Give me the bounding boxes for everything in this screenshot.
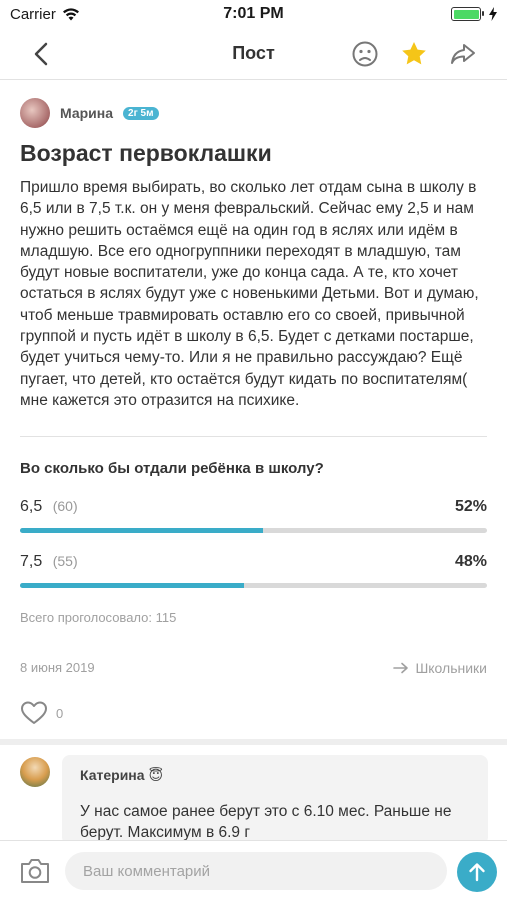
poll-option-percent: 48%: [454, 553, 487, 570]
category-label: Школьники: [415, 660, 487, 676]
page-title: Пост: [232, 43, 275, 63]
wifi-icon: [62, 7, 79, 20]
star-icon[interactable]: [399, 39, 429, 69]
post-title: Возраст первоклашки: [20, 140, 272, 166]
share-icon[interactable]: [448, 39, 478, 69]
comment-text: У нас самое ранее берут это с 6.10 мес. …: [80, 803, 452, 841]
heart-icon[interactable]: [20, 700, 48, 726]
comment-composer: [0, 840, 507, 900]
post-date: 8 июня 2019: [20, 660, 95, 675]
author-name[interactable]: Марина: [60, 105, 114, 121]
send-button[interactable]: [457, 852, 497, 892]
comment-input[interactable]: [65, 852, 447, 890]
battery-icon: [451, 7, 484, 21]
divider: [20, 436, 487, 437]
poll-bar-fill: [20, 528, 263, 533]
carrier-label: Carrier: [10, 5, 56, 23]
arrow-right-icon: [393, 662, 409, 674]
comment-author-name: Катерина: [80, 767, 145, 783]
poll-question: Во сколько бы отдали ребёнка в школу?: [20, 460, 324, 477]
commenter-avatar[interactable]: [20, 757, 50, 787]
poll-bar-track: [20, 528, 487, 533]
comment-bubble[interactable]: Катерина 😇 У нас самое ранее берут это с…: [62, 755, 488, 845]
like-count: 0: [56, 705, 64, 721]
arrow-up-icon: [469, 863, 485, 882]
poll-option[interactable]: 6,5 (60) 52%: [20, 498, 487, 533]
poll-option-label: 6,5: [20, 498, 43, 515]
status-bar: Carrier 7:01 PM: [0, 0, 507, 28]
post-body: Пришло время выбирать, во сколько лет от…: [20, 179, 479, 409]
author-avatar[interactable]: [20, 98, 50, 128]
poll-option-count: (60): [52, 498, 78, 514]
like-row: 0: [20, 700, 63, 726]
poll-option[interactable]: 7,5 (55) 48%: [20, 553, 487, 588]
poll-bar-fill: [20, 583, 245, 588]
post-author[interactable]: Марина 2г 5м: [20, 98, 159, 128]
poll-total-votes: Всего проголосовало: 115: [20, 610, 177, 625]
poll-option-label: 7,5: [20, 553, 43, 570]
category-link[interactable]: Школьники: [393, 660, 487, 676]
comment-author[interactable]: Катерина 😇: [80, 767, 163, 784]
nav-bar: Пост: [0, 28, 507, 80]
camera-icon[interactable]: [18, 855, 52, 887]
poll-option-percent: 52%: [454, 498, 487, 515]
poll-option-count: (55): [52, 553, 78, 569]
child-age-badge: 2г 5м: [123, 106, 159, 120]
charging-icon: [489, 7, 497, 21]
section-separator: [0, 739, 507, 745]
angel-emoji-icon: 😇: [148, 767, 164, 783]
poll-bar-track: [20, 583, 487, 588]
sad-face-icon[interactable]: [350, 39, 380, 69]
back-arrow-icon[interactable]: [28, 40, 56, 68]
